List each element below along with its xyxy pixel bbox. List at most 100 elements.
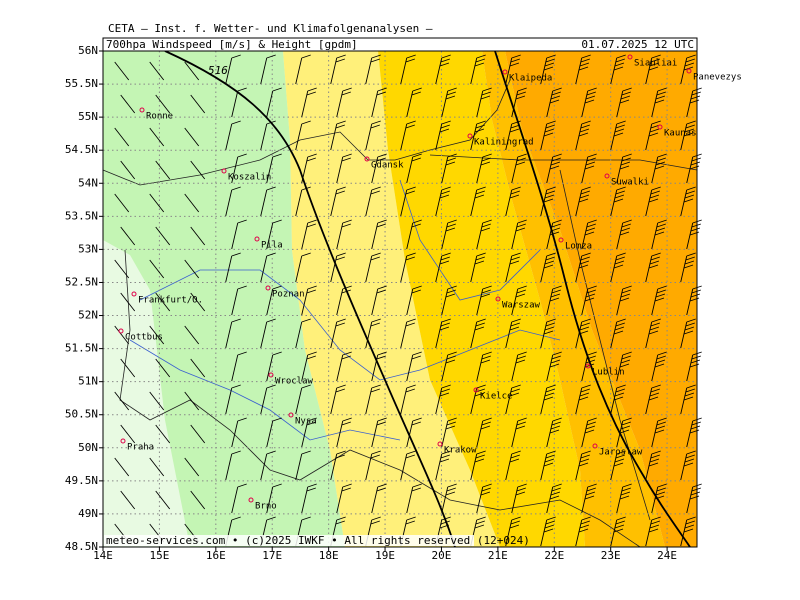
- wind-barb: [680, 120, 696, 151]
- wind-barb: [371, 219, 387, 250]
- wind-barb: [511, 219, 527, 250]
- wind-barb: [330, 252, 346, 283]
- wind-barb: [476, 351, 492, 382]
- wind-barb: [581, 417, 597, 448]
- wind-barb: [575, 54, 591, 85]
- wind-barb: [330, 384, 346, 415]
- wind-barb: [330, 450, 346, 481]
- wind-barb: [266, 285, 282, 316]
- wind-barb: [225, 54, 241, 85]
- wind-barb: [651, 153, 667, 184]
- wind-barb: [546, 285, 562, 316]
- wind-barb: [575, 252, 591, 283]
- wind-barb: [149, 391, 165, 411]
- wind-barb: [295, 450, 311, 481]
- wind-barb: [190, 160, 206, 180]
- wind-barb: [330, 54, 346, 85]
- wind-barb: [470, 318, 486, 349]
- wind-barb: [575, 186, 591, 217]
- wind-barb: [400, 120, 416, 151]
- band-gold: [378, 51, 585, 547]
- wind-barb: [406, 417, 422, 448]
- wind-barb: [511, 483, 527, 514]
- wind-barb: [266, 417, 282, 448]
- y-tick-label: 51.5N: [65, 342, 98, 355]
- wind-barb: [610, 186, 626, 217]
- wind-barb: [406, 219, 422, 250]
- wind-barb: [645, 252, 661, 283]
- wind-barb: [441, 483, 457, 514]
- wind-barb: [435, 450, 451, 481]
- wind-barb: [406, 87, 422, 118]
- wind-barb: [114, 193, 130, 213]
- wind-barb: [301, 417, 317, 448]
- wind-barb: [190, 358, 206, 378]
- wind-barb: [301, 219, 317, 250]
- y-tick-label: 49.5N: [65, 474, 98, 487]
- x-tick-label: 17E: [262, 549, 282, 562]
- border: [429, 154, 698, 171]
- wind-barb: [225, 252, 241, 283]
- wind-barb: [645, 54, 661, 85]
- wind-barb: [476, 153, 492, 184]
- wind-barb: [441, 153, 457, 184]
- wind-barb: [266, 87, 282, 118]
- wind-barb: [540, 54, 556, 85]
- footer-box: [104, 535, 474, 546]
- wind-barb: [149, 259, 165, 279]
- wind-barb: [470, 450, 486, 481]
- wind-barb: [581, 483, 597, 514]
- wind-barb: [441, 417, 457, 448]
- city-label: Wroclaw: [275, 377, 314, 387]
- city-marker: [268, 372, 274, 378]
- wind-barb: [435, 318, 451, 349]
- wind-barb: [114, 391, 130, 411]
- city-label: Krakow: [444, 446, 477, 456]
- wind-barb: [260, 318, 276, 349]
- wind-barb: [225, 318, 241, 349]
- wind-barb: [114, 61, 130, 81]
- wind-barb: [616, 87, 632, 118]
- wind-barb: [120, 424, 136, 444]
- city-marker: [364, 156, 370, 162]
- wind-barb: [610, 252, 626, 283]
- city-label: Kaunas: [664, 129, 697, 139]
- y-tick-label: 55N: [78, 110, 98, 123]
- wind-barb: [441, 87, 457, 118]
- x-tick-label: 22E: [544, 549, 564, 562]
- city-label: Siauliai: [634, 59, 677, 69]
- cities: Ronne Koszalin Pila Gdansk Kaliningrad Klaipe…: [118, 54, 742, 512]
- wind-barb: [511, 351, 527, 382]
- wind-barb: [295, 120, 311, 151]
- wind-barb: [231, 87, 247, 118]
- y-tick-label: 54N: [78, 176, 98, 189]
- wind-barb: [441, 285, 457, 316]
- wind-barb: [184, 259, 200, 279]
- wind-barb: [505, 186, 521, 217]
- wind-barb: [231, 285, 247, 316]
- wind-barb: [616, 483, 632, 514]
- x-tick-label: 19E: [375, 549, 395, 562]
- wind-barb: [406, 483, 422, 514]
- x-tick-label: 20E: [432, 549, 452, 562]
- wind-barb: [184, 325, 200, 345]
- wind-barb: [680, 252, 696, 283]
- wind-barb: [184, 61, 200, 81]
- city-marker: [437, 441, 443, 447]
- wind-barb: [616, 351, 632, 382]
- city-label: Kaliningrad: [474, 138, 534, 148]
- wind-barb: [231, 219, 247, 250]
- wind-barb: [610, 120, 626, 151]
- wind-barb: [301, 351, 317, 382]
- wind-barb: [371, 285, 387, 316]
- wind-barb: [114, 457, 130, 477]
- wind-barb: [365, 450, 381, 481]
- x-tick-label: 21E: [488, 549, 508, 562]
- wind-barb: [505, 318, 521, 349]
- wind-barb: [680, 318, 696, 349]
- wind-barb: [575, 516, 591, 547]
- wind-barb: [546, 483, 562, 514]
- wind-barb: [546, 87, 562, 118]
- wind-barb: [680, 450, 696, 481]
- wind-barb: [435, 516, 451, 547]
